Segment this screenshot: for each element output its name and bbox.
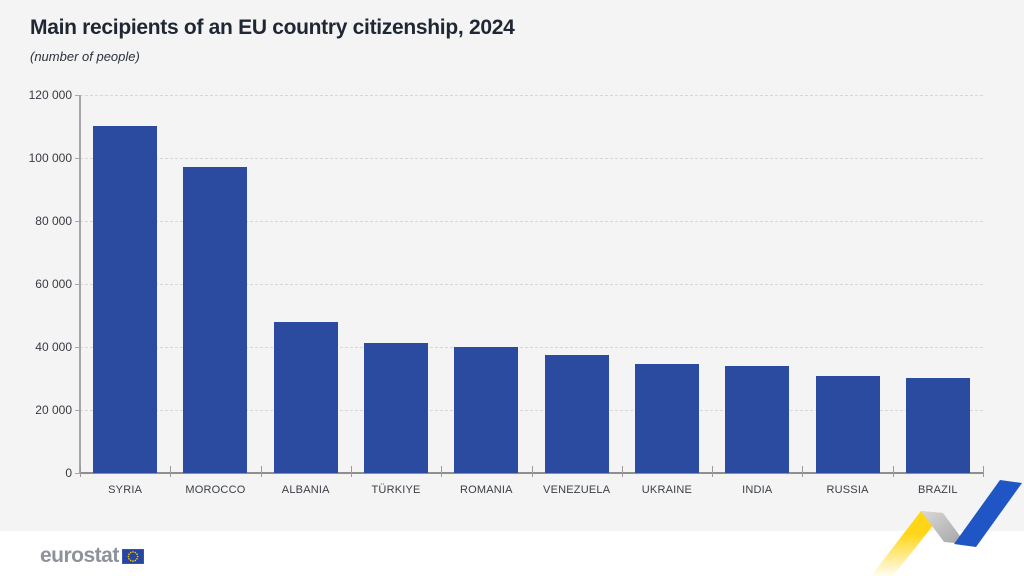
x-axis-tick-mark [531,466,533,477]
y-axis-tick-mark [75,95,80,96]
ribbon-gray-fold [921,511,966,544]
y-gridline [80,94,983,96]
x-axis-category-label: ALBANIA [281,484,330,496]
x-axis-category-label: UKRAINE [641,484,693,496]
y-axis-tick-label: 0 [65,466,72,480]
bar-türkiye [364,342,429,473]
footer-strip [0,531,1024,576]
x-axis-category-label: INDIA [742,484,773,496]
y-axis-tick-label: 120 000 [28,88,72,102]
y-axis-tick-label: 60 000 [35,277,72,291]
y-axis-tick-mark [75,410,80,411]
y-axis-tick-label: 80 000 [35,214,72,228]
y-axis-tick-label: 100 000 [28,151,72,165]
y-axis-tick-mark [75,347,80,348]
y-gridline [80,283,983,285]
bar-russia [815,376,880,473]
eurostat-logo: eurostat [40,544,144,568]
y-gridline [80,220,983,222]
ribbon-blue-band [954,480,1022,547]
bar-venezuela [544,354,609,473]
x-axis-category-label: BRAZIL [917,484,958,496]
bar-brazil [905,377,970,473]
x-axis-tick-mark [260,466,262,477]
x-axis-tick-mark [892,466,894,477]
x-axis-tick-mark [170,466,172,477]
x-axis-tick-mark [983,466,984,477]
x-axis-tick-mark [350,466,352,477]
ribbon-yellow-band [871,511,943,576]
x-axis-category-label: ROMANIA [459,484,513,496]
y-axis-line [79,95,81,473]
bar-ukraine [634,364,699,473]
chart-subtitle: (number of people) [30,49,140,64]
eurostat-logo-text: eurostat [40,544,119,567]
x-axis-category-label: SYRIA [108,484,143,496]
bar-romania [454,347,519,473]
y-axis-tick-mark [75,284,80,285]
bar-albania [273,321,338,473]
y-axis-tick-mark [75,221,80,222]
y-axis-tick-label: 40 000 [35,340,72,354]
y-gridline [80,409,983,411]
x-axis-tick-mark [80,466,81,477]
x-axis-tick-mark [621,466,623,477]
y-gridline [80,346,983,348]
eurostat-ribbon-graphic [871,480,1022,576]
x-axis-category-label: MOROCCO [185,484,246,496]
y-gridline [80,157,983,159]
x-axis-category-label: TÜRKIYE [371,484,421,496]
chart-title: Main recipients of an EU country citizen… [30,16,515,39]
x-axis-tick-mark [712,466,714,477]
y-axis-tick-mark [75,158,80,159]
chart-panel: Main recipients of an EU country citizen… [0,0,1024,531]
x-axis-category-label: RUSSIA [826,484,869,496]
y-axis-tick-label: 20 000 [35,403,72,417]
y-axis-tick-mark [75,473,80,474]
bar-syria [93,126,158,473]
x-axis-tick-mark [802,466,804,477]
x-axis-tick-mark [441,466,443,477]
x-axis-category-label: VENEZUELA [543,484,611,496]
bar-india [725,366,790,473]
eu-flag-icon [121,548,144,564]
bar-morocco [183,166,248,473]
